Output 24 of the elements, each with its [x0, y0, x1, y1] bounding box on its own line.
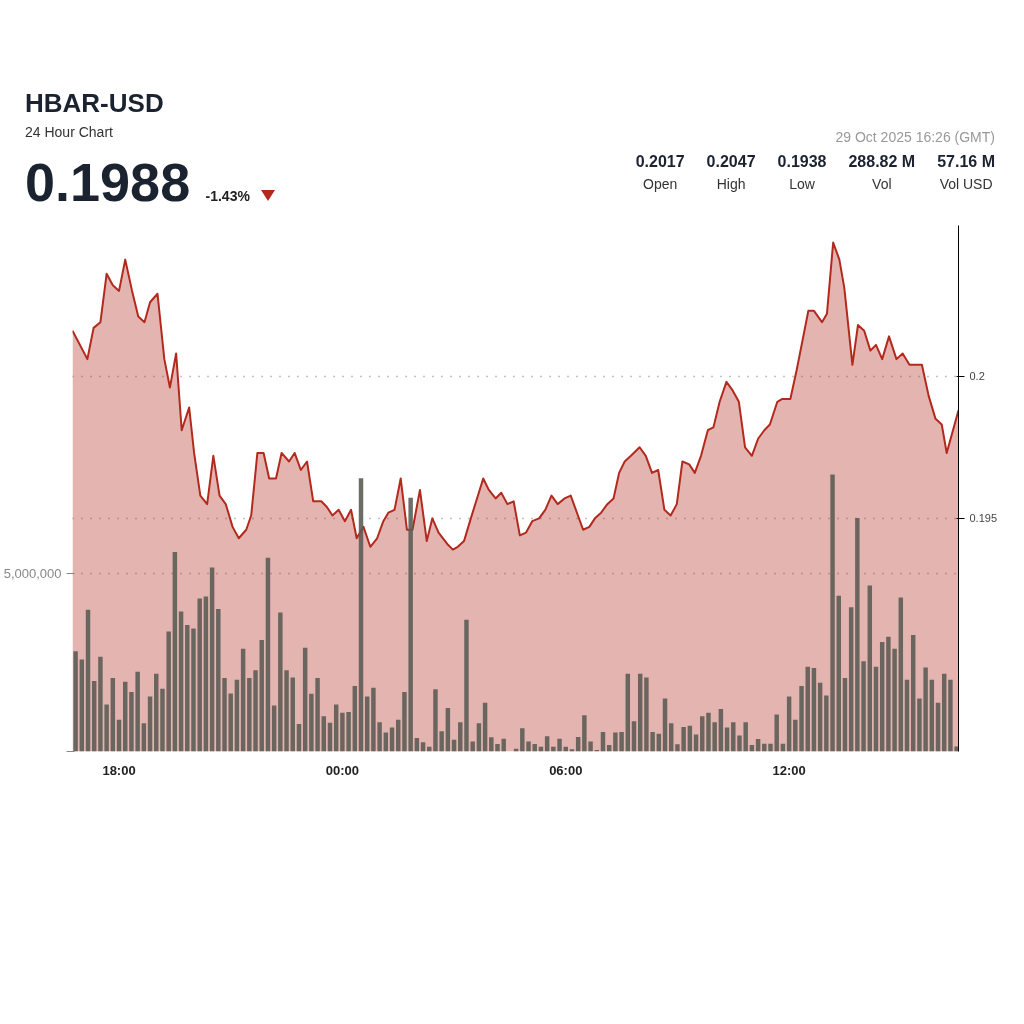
text: 29 Oct 2025 16:26 (GMT)	[835, 128, 995, 147]
y-tick-label: 0.195	[969, 512, 998, 525]
y2-tick-label: 5,000,000	[3, 565, 62, 581]
chart-title: HBAR-USD	[25, 87, 165, 120]
text: 0.2017	[635, 152, 685, 172]
text: Vol USD	[938, 174, 994, 194]
text: 288.82 M	[848, 152, 916, 172]
text: 0.2047	[706, 152, 756, 172]
text: 0.1988	[25, 152, 191, 213]
text: Low	[788, 174, 816, 194]
chart-subtitle: 24 Hour Chart	[25, 123, 114, 143]
bar	[73, 651, 78, 752]
x-tick-label: 12:00	[772, 762, 806, 778]
x-tick-label: 06:00	[549, 762, 583, 778]
text: Vol	[871, 174, 893, 194]
text: -1.43%	[205, 188, 250, 205]
x-tick-label: 00:00	[325, 762, 360, 778]
x-tick-label: 18:00	[102, 762, 136, 778]
text: Open	[642, 174, 679, 194]
bar	[333, 704, 339, 752]
text: 0.1938	[777, 152, 827, 172]
text: 57.16 M	[937, 152, 995, 172]
y-tick-label: 0.2	[969, 370, 985, 383]
text: High	[715, 174, 747, 194]
